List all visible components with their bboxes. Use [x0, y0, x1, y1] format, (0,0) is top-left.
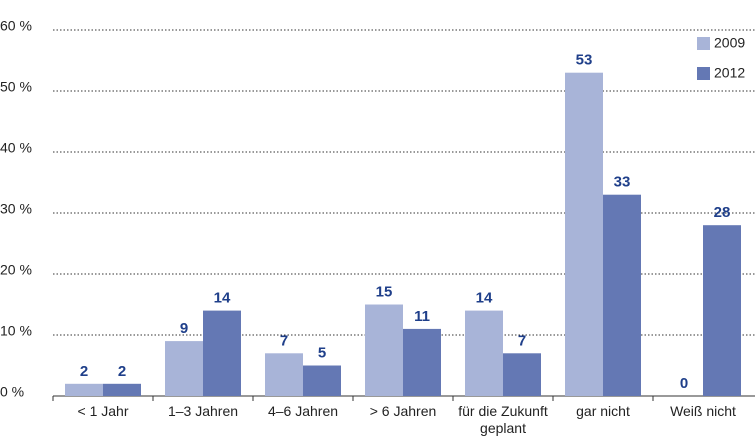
- value-label: 7: [518, 332, 526, 349]
- x-tick-label: 4–6 Jahren: [267, 403, 339, 419]
- y-tick-label: 10 %: [0, 323, 32, 339]
- bar: [303, 365, 341, 396]
- value-label: 11: [414, 308, 430, 325]
- value-label: 0: [680, 375, 688, 392]
- value-label: 2: [118, 363, 126, 380]
- value-label: 15: [376, 283, 393, 300]
- bar: [65, 383, 103, 396]
- value-label: 53: [576, 52, 593, 69]
- legend-swatch: [697, 37, 710, 50]
- bar: [365, 304, 403, 396]
- y-tick-label: 0 %: [0, 384, 24, 400]
- legend-label: 2012: [714, 65, 745, 81]
- x-tick-label: 1–3 Jahren: [167, 403, 239, 419]
- value-label: 7: [280, 332, 288, 349]
- x-tick-label: Weiß nicht: [670, 403, 736, 419]
- y-tick-label: 60 %: [0, 18, 32, 34]
- bar: [165, 341, 203, 396]
- bar: [565, 72, 603, 396]
- value-label: 2: [80, 363, 88, 380]
- bar: [403, 328, 441, 396]
- legend-label: 2009: [714, 35, 745, 51]
- bar: [503, 353, 541, 396]
- bar: [603, 194, 641, 396]
- y-tick-label: 20 %: [0, 262, 32, 278]
- value-label: 28: [714, 204, 731, 221]
- bar: [103, 383, 141, 396]
- x-tick-label: < 1 Jahr: [77, 403, 129, 419]
- x-tick-label: gar nicht: [576, 403, 630, 419]
- x-tick-label: für die Zukunft geplant: [458, 403, 548, 436]
- bar: [465, 310, 503, 396]
- value-label: 14: [476, 290, 493, 307]
- y-tick-label: 40 %: [0, 140, 32, 156]
- legend-swatch: [697, 67, 710, 80]
- bar: [203, 310, 241, 396]
- y-tick-label: 30 %: [0, 201, 32, 217]
- bar: [265, 353, 303, 396]
- y-tick-label: 50 %: [0, 79, 32, 95]
- bar: [703, 225, 741, 396]
- value-label: 9: [180, 320, 188, 337]
- value-label: 33: [614, 174, 631, 191]
- x-tick-label: > 6 Jahren: [369, 403, 437, 419]
- value-label: 14: [214, 290, 231, 307]
- value-label: 5: [318, 344, 326, 361]
